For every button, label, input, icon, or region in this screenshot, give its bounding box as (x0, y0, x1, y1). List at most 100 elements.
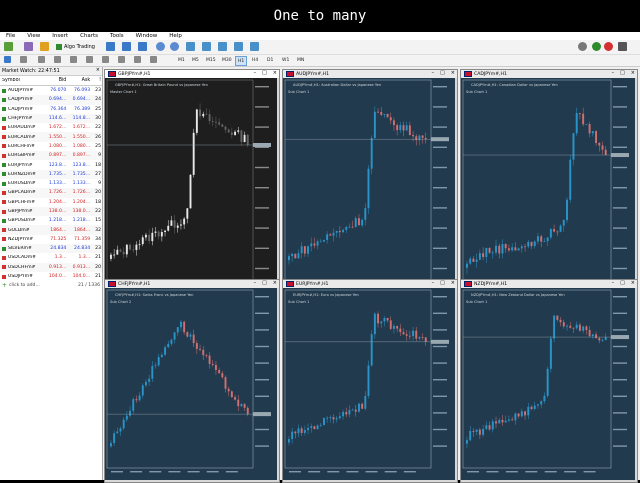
minimize-icon[interactable]: – (253, 280, 257, 286)
zoom-in-icon[interactable] (156, 42, 165, 51)
arrows-icon[interactable] (150, 56, 157, 63)
column-symbol[interactable]: Symbol (2, 78, 20, 83)
zoom-out-icon[interactable] (170, 42, 179, 51)
shapes-icon[interactable] (134, 56, 141, 63)
market-watch-row[interactable]: EURGBPm# 0.897... 0.897... 9 (0, 151, 102, 161)
menu-file[interactable]: File (6, 33, 16, 39)
menu-insert[interactable]: Insert (52, 33, 69, 39)
timeframe-mn[interactable]: MN (297, 57, 305, 63)
price-chart[interactable]: CADJPYm#,H1: Canadian Dollar vs Japanese… (461, 78, 635, 306)
line-chart-icon[interactable] (138, 42, 147, 51)
search-icon[interactable] (578, 42, 587, 51)
indicators-icon[interactable] (234, 42, 243, 51)
chart-shift-icon[interactable] (218, 42, 227, 51)
minimize-icon[interactable]: – (431, 70, 435, 76)
close-icon[interactable]: × (630, 280, 635, 286)
maximize-icon[interactable]: □ (440, 70, 445, 76)
text-icon[interactable] (118, 56, 125, 63)
maximize-icon[interactable]: □ (620, 70, 625, 76)
price-chart[interactable]: GBPJPYm#,H1: Great Britain Pound vs Japa… (105, 78, 277, 306)
close-icon[interactable]: × (95, 67, 100, 73)
chart-window[interactable]: GBPJPYm#,H1– □ × GBPJPYm#,H1: Great Britain… (104, 69, 280, 309)
price-chart[interactable]: AUDJPYm#,H1: Australian Dollar vs Japane… (283, 78, 455, 306)
close-icon[interactable]: × (450, 280, 455, 286)
timeframe-h4[interactable]: H4 (252, 57, 259, 63)
menu-tools[interactable]: Tools (110, 33, 124, 39)
market-watch-row[interactable]: NZDJPYm# 71.325 71.359 34 (0, 235, 102, 244)
chart-title-bar[interactable]: EURJPYm#,H1 – □ × (283, 280, 457, 288)
timeframe-m5[interactable]: M5 (192, 57, 199, 63)
market-watch-row[interactable]: CHFJPYm# 114.6... 114.8... 30 (0, 113, 102, 124)
profiles-icon[interactable] (24, 42, 33, 51)
market-watch-row[interactable]: EURUSDm# 1.133... 1.133... 9 (0, 179, 102, 188)
timeframe-m30[interactable]: M30 (222, 57, 232, 63)
candles-icon[interactable] (122, 42, 131, 51)
price-chart[interactable]: NZDJPYm#,H1: New Zealand Dollar vs Japan… (461, 288, 635, 480)
menu-help[interactable]: Help (169, 33, 182, 39)
close-icon[interactable]: × (630, 70, 635, 76)
market-watch-row[interactable]: EURNZDm# 1.735... 1.735... 27 (0, 169, 102, 179)
market-watch-row[interactable]: GBPUSDm# 1.218... 1.218... 15 (0, 216, 102, 225)
new-chart-icon[interactable] (4, 42, 13, 51)
market-watch-row[interactable]: AUDJPYm# 76.070 76.093 23 (0, 86, 102, 95)
market-watch-row[interactable]: GBPJPYm# 138.0... 138.0... 22 (0, 206, 102, 217)
chart-title-bar[interactable]: CHFJPYm#,H1 – □ × (105, 280, 279, 288)
chart-title-bar[interactable]: NZDJPYm#,H1 – □ × (461, 280, 637, 288)
maximize-icon[interactable]: □ (262, 70, 267, 76)
chart-window[interactable]: NZDJPYm#,H1 – □ × NZDJPYm#,H1: New Zealand D… (460, 279, 638, 483)
chart-title-bar[interactable]: CADJPYm#,H1 – □ × (461, 70, 637, 78)
chart-window[interactable]: EURJPYm#,H1 – □ × EURJPYm#,H1: Euro vs Japan… (282, 279, 458, 483)
timeframe-m15[interactable]: M15 (206, 57, 216, 63)
timeframe-w1[interactable]: W1 (282, 57, 290, 63)
market-watch-row[interactable]: SILVERm# 24.834 24.834 23 (0, 244, 102, 254)
market-watch-row[interactable]: USDJPYm# 104.0... 104.0... 21 (0, 272, 102, 281)
market-watch-row[interactable]: CADJPYm# 76.364 76.389 25 (0, 105, 102, 114)
market-watch-row[interactable]: USDCADm# 1.3... 1.3... 21 (0, 253, 102, 262)
price-chart[interactable]: EURJPYm#,H1: Euro vs Japanese Yen Sub Cha… (283, 288, 455, 480)
bar-chart-icon[interactable] (106, 42, 115, 51)
chart-title-bar[interactable]: GBPJPYm#,H1 – □ × (105, 70, 279, 78)
autoscroll-icon[interactable] (202, 42, 211, 51)
channel-icon[interactable] (86, 56, 93, 63)
timeframe-d1[interactable]: D1 (267, 57, 274, 63)
column-bid[interactable]: Bid (58, 78, 67, 83)
timeframe-h1[interactable]: H1 (235, 56, 248, 66)
trendline-icon[interactable] (70, 56, 77, 63)
cursor-icon[interactable] (4, 56, 11, 63)
fibonacci-icon[interactable] (102, 56, 109, 63)
add-symbol-row[interactable]: + click to add... 21 / 1336 (0, 281, 102, 290)
market-watch-row[interactable]: CADJPYm# 0.694... 0.694... 24 (0, 95, 102, 105)
maximize-icon[interactable]: □ (440, 280, 445, 286)
crosshair-icon[interactable] (20, 56, 27, 63)
market-watch-row[interactable]: EURCADm# 1.550... 1.550... 26 (0, 132, 102, 142)
menu-view[interactable]: View (27, 33, 41, 39)
market-watch-row[interactable]: GBPCADm# 1.726... 1.726... 20 (0, 188, 102, 198)
market-watch-row[interactable]: EURJPYm# 123.8... 123.8... 18 (0, 160, 102, 169)
market-watch-row[interactable]: EURAUDm# 1.672... 1.672... 22 (0, 123, 102, 132)
market-watch-row[interactable]: GBPCHFm# 1.204... 1.204... 18 (0, 198, 102, 207)
minimize-icon[interactable]: – (611, 70, 615, 76)
chart-window[interactable]: CHFJPYm#,H1 – □ × CHFJPYm#,H1: Swiss Franc v… (104, 279, 280, 483)
market-watch-row[interactable]: EURCHFm# 1.080... 1.080... 25 (0, 142, 102, 151)
chart-window[interactable]: AUDJPYm#,H1– □ × AUDJPYm#,H1: Australian Do… (282, 69, 458, 309)
templates-icon[interactable] (250, 42, 259, 51)
account-icon[interactable] (618, 42, 627, 51)
close-icon[interactable]: × (450, 70, 455, 76)
market-watch-row[interactable]: USDCHFm# 0.913... 0.913... 20 (0, 262, 102, 272)
timeframe-m1[interactable]: M1 (178, 57, 185, 63)
close-icon[interactable]: × (272, 280, 277, 286)
close-icon[interactable]: × (272, 70, 277, 76)
algo-trading-button[interactable]: Algo Trading (56, 42, 95, 52)
signals-icon[interactable] (592, 42, 601, 51)
minimize-icon[interactable]: – (253, 70, 257, 76)
vertical-line-icon[interactable] (38, 56, 45, 63)
menu-charts[interactable]: Charts (80, 33, 99, 39)
notifications-icon[interactable] (604, 42, 613, 51)
column-ask[interactable]: Ask (81, 78, 91, 83)
minimize-icon[interactable]: – (431, 280, 435, 286)
column-spread[interactable]: ! (99, 78, 102, 83)
menu-window[interactable]: Window (135, 33, 158, 39)
market-watch-row[interactable]: GOLDm# 1864... 1864... 32 (0, 225, 102, 235)
maximize-icon[interactable]: □ (262, 280, 267, 286)
chart-title-bar[interactable]: AUDJPYm#,H1 – □ × (283, 70, 457, 78)
